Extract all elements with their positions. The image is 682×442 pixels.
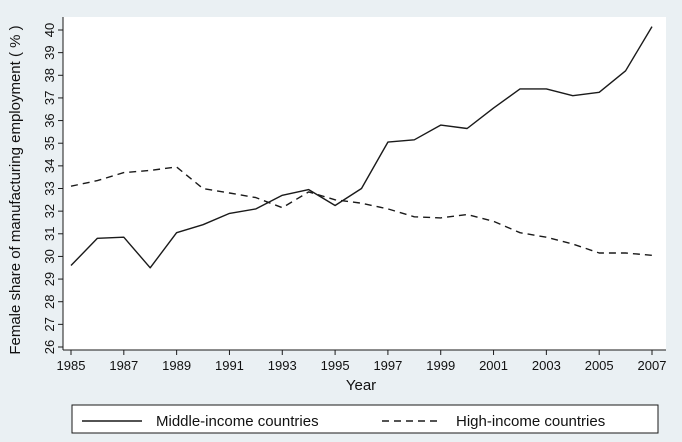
x-tick-label: 1989 [162, 358, 191, 373]
x-tick-label: 1985 [57, 358, 86, 373]
legend: Middle-income countries High-income coun… [71, 404, 659, 434]
x-tick-label: 1999 [426, 358, 455, 373]
x-tick-label: 1995 [321, 358, 350, 373]
legend-box [71, 404, 659, 434]
series-line-high-income [70, 166, 653, 256]
y-tick-label: 35 [42, 136, 57, 150]
x-tick-label: 1987 [109, 358, 138, 373]
y-tick-label: 27 [42, 317, 57, 331]
y-tick-label: 36 [42, 113, 57, 127]
y-tick-label: 31 [42, 227, 57, 241]
x-tick-label: 1993 [268, 358, 297, 373]
y-tick-label: 30 [42, 249, 57, 263]
series-layer [70, 26, 653, 269]
y-axis: 26 27 28 29 30 31 32 33 34 35 36 37 38 39 40 [42, 17, 64, 354]
y-tick-label: 37 [42, 91, 57, 105]
y-tick-label: 29 [42, 272, 57, 286]
y-axis-title: Female share of manufacturing employment… [7, 25, 24, 354]
legend-label-middle-income: Middle-income countries [156, 413, 319, 430]
x-axis: 1985 1987 1989 1991 1993 1995 1997 1999 2001 2003… [57, 349, 667, 373]
x-tick-label: 2003 [532, 358, 561, 373]
x-tick-label: 1991 [215, 358, 244, 373]
x-tick-label: 2001 [479, 358, 508, 373]
x-tick-label: 2005 [585, 358, 614, 373]
x-tick-label: 1997 [373, 358, 402, 373]
y-tick-label: 26 [42, 340, 57, 354]
y-tick-label: 40 [42, 23, 57, 37]
series-line-middle-income [70, 26, 653, 269]
y-tick-label: 33 [42, 181, 57, 195]
x-axis-title: Year [346, 377, 376, 394]
y-tick-label: 32 [42, 204, 57, 218]
legend-label-high-income: High-income countries [456, 413, 605, 430]
y-tick-label: 38 [42, 68, 57, 82]
x-tick-label: 2007 [638, 358, 667, 373]
y-tick-label: 39 [42, 45, 57, 59]
y-tick-label: 28 [42, 294, 57, 308]
y-tick-label: 34 [42, 159, 57, 173]
